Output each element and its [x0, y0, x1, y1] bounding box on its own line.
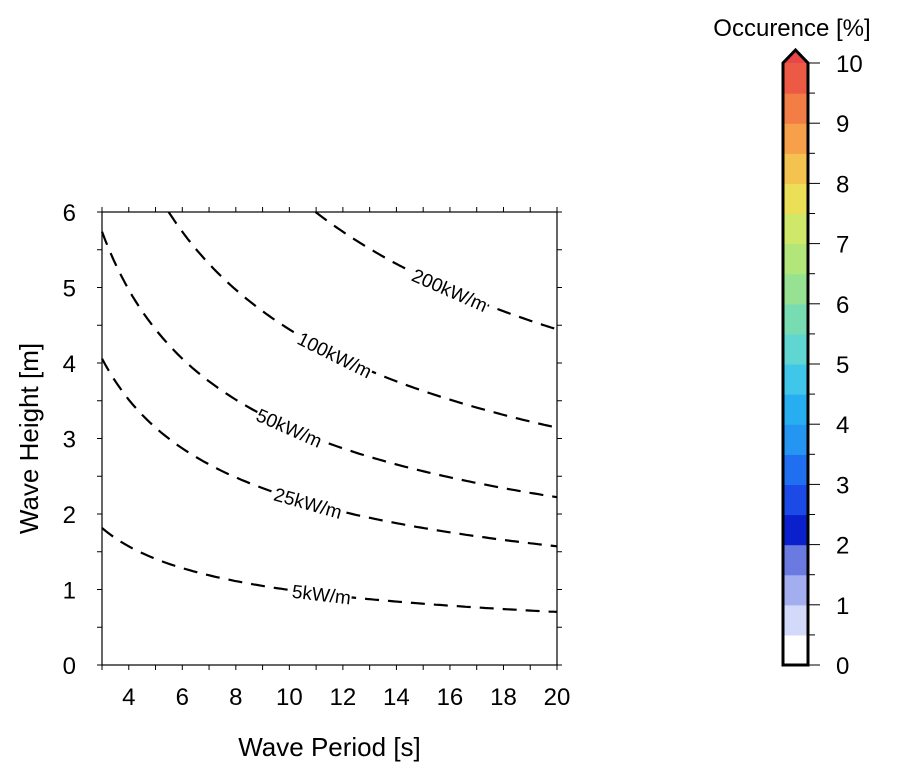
contour-line-50kw — [100, 231, 558, 499]
y-axis-ticks — [97, 211, 562, 666]
x-tick-label: 18 — [490, 684, 517, 711]
x-tick-label: 8 — [229, 684, 242, 711]
colorbar-cell — [783, 333, 808, 365]
contour-label-backing — [289, 577, 354, 611]
colorbar-tick-label: 6 — [836, 292, 849, 319]
colorbar-tick-label: 0 — [836, 653, 849, 680]
contour-label-group: 200kW/m — [407, 261, 493, 319]
colorbar-tick-label: 3 — [836, 472, 849, 499]
colorbar-cell — [783, 213, 808, 245]
x-tick-label: 12 — [330, 684, 357, 711]
x-tick-label: 6 — [176, 684, 189, 711]
contour-label-50kw: 50kW/m — [253, 405, 325, 452]
colorbar-cell — [783, 604, 808, 636]
colorbar-cell — [783, 364, 808, 395]
contour-label-backing — [407, 261, 493, 319]
colorbar-cell — [783, 273, 808, 305]
colorbar-outline — [781, 47, 810, 667]
y-tick-label: 2 — [63, 502, 76, 529]
colorbar: Occurence [%] 0 1 2 3 4 5 6 7 8 9 10 — [713, 15, 870, 680]
colorbar-cell — [783, 544, 808, 576]
x-axis-ticks — [101, 207, 558, 670]
colorbar-tick-label: 1 — [836, 593, 849, 620]
colorbar-cell — [783, 634, 808, 666]
colorbar-tick-label: 4 — [836, 412, 849, 439]
x-axis-label: Wave Period [s] — [238, 732, 421, 762]
colorbar-cell — [783, 394, 808, 425]
contour-label-backing — [251, 401, 328, 454]
colorbar-cell — [783, 484, 808, 516]
colorbar-tick-label: 2 — [836, 533, 849, 560]
colorbar-cell — [783, 183, 808, 215]
colorbar-tick-label: 10 — [836, 51, 863, 78]
y-tick-label: 6 — [63, 200, 76, 227]
colorbar-tick-label: 9 — [836, 111, 849, 138]
x-tick-label: 16 — [437, 684, 464, 711]
x-tick-label: 14 — [383, 684, 410, 711]
x-tick-label: 20 — [544, 684, 571, 711]
power-contour-lines — [100, 211, 558, 613]
colorbar-tick-label: 7 — [836, 232, 849, 259]
colorbar-cell — [783, 424, 808, 455]
colorbar-cell — [783, 243, 808, 275]
colorbar-cell — [783, 153, 808, 184]
colorbar-ticks — [808, 62, 820, 666]
colorbar-cell — [783, 93, 808, 124]
y-tick-label: 5 — [63, 276, 76, 303]
contour-line-100kw — [167, 211, 558, 429]
y-tick-label: 3 — [63, 427, 76, 454]
y-tick-label: 4 — [63, 351, 76, 378]
power-contour-labels: 5kW/m 25kW/m 50kW/m 100kW/m 200kW/m — [251, 261, 493, 611]
contour-label-backing — [270, 480, 346, 525]
contour-label-group: 25kW/m — [270, 480, 346, 525]
colorbar-tick-label: 8 — [836, 171, 849, 198]
x-axis-tick-labels: 4 6 8 10 12 14 16 18 20 — [122, 684, 570, 711]
colorbar-tick-label: 5 — [836, 352, 849, 379]
colorbar-tick-labels: 0 1 2 3 4 5 6 7 8 9 10 — [836, 51, 863, 680]
colorbar-cell — [783, 123, 808, 154]
y-axis-label: Wave Height [m] — [14, 343, 44, 534]
y-tick-label: 1 — [63, 578, 76, 605]
y-axis-tick-labels: 0 1 2 3 4 5 6 — [63, 200, 76, 680]
y-tick-label: 0 — [63, 653, 76, 680]
colorbar-color-cells — [783, 63, 808, 666]
colorbar-title: Occurence [%] — [713, 15, 870, 42]
colorbar-cell — [783, 514, 808, 546]
colorbar-cell — [783, 63, 808, 94]
x-tick-label: 10 — [276, 684, 303, 711]
colorbar-cell — [783, 574, 808, 606]
contour-label-group: 50kW/m — [251, 401, 328, 454]
contour-label-backing — [292, 324, 378, 385]
contour-label-group: 5kW/m — [289, 577, 354, 611]
colorbar-extend-arrow — [783, 50, 808, 63]
colorbar-cell — [783, 454, 808, 485]
colorbar-cell — [783, 303, 808, 335]
x-tick-label: 4 — [122, 684, 135, 711]
contour-label-group: 100kW/m — [292, 324, 378, 385]
